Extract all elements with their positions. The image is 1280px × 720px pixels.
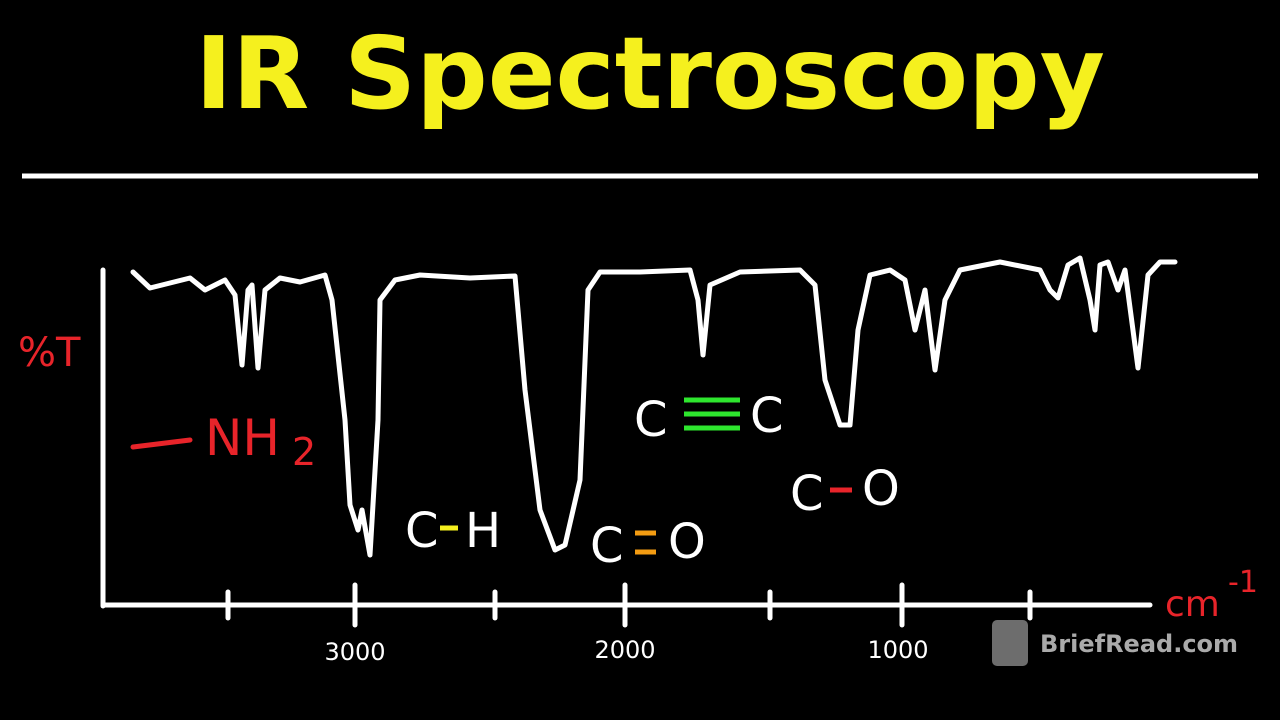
- amine-label: NH: [205, 409, 280, 467]
- atom: C: [405, 503, 439, 559]
- atom: O: [862, 461, 900, 517]
- title: IR Spectroscopy: [195, 15, 1105, 132]
- watermark: BriefRead.com: [1040, 630, 1238, 658]
- x-tick-label: 2000: [594, 636, 655, 664]
- x-tick-label: 1000: [867, 636, 928, 664]
- atom: C: [790, 466, 824, 522]
- watermark-icon: [992, 620, 1028, 666]
- atom: C: [590, 518, 624, 574]
- atom: C: [750, 388, 784, 444]
- x-axis-label: cm: [1165, 584, 1220, 625]
- y-axis-label: %T: [18, 330, 81, 376]
- amine-subscript: 2: [292, 430, 316, 474]
- atom: O: [668, 514, 706, 570]
- x-tick-label: 3000: [324, 638, 385, 666]
- atom: C: [634, 392, 668, 448]
- bond-dash: [130, 437, 193, 450]
- axes: [100, 267, 1153, 628]
- bond: [684, 397, 740, 431]
- spectrum: [130, 255, 1178, 558]
- atom: H: [465, 503, 501, 559]
- x-axis-label-exponent: -1: [1228, 565, 1258, 600]
